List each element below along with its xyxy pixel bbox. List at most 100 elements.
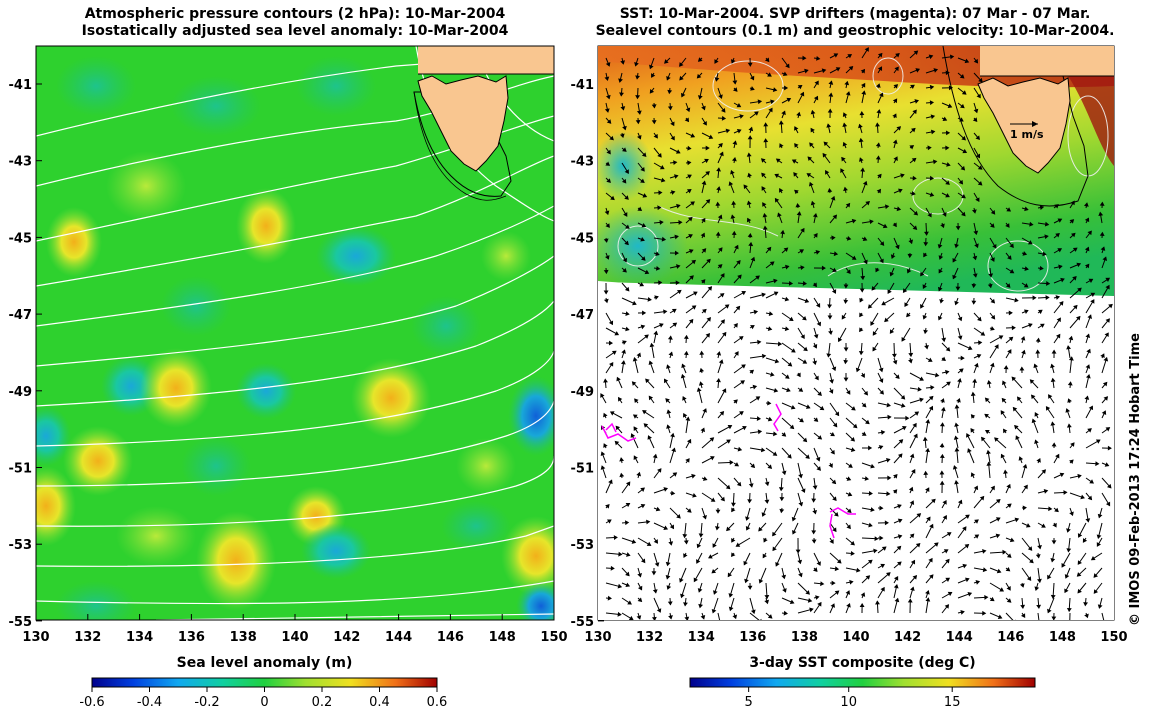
velocity-arrowhead <box>656 608 662 613</box>
velocity-arrowhead <box>892 98 898 104</box>
velocity-arrowhead <box>1075 315 1081 321</box>
velocity-arrowhead <box>616 376 621 382</box>
velocity-arrowhead <box>788 280 794 286</box>
velocity-arrowhead <box>850 550 855 556</box>
velocity-arrowhead <box>876 109 882 114</box>
velocity-arrowhead <box>715 201 721 206</box>
velocity-arrowhead <box>1029 221 1034 227</box>
velocity-arrowhead <box>762 212 768 218</box>
velocity-arrowhead <box>685 107 691 113</box>
velocity-arrowhead <box>698 603 704 609</box>
velocity-arrowhead <box>859 288 865 293</box>
velocity-arrowhead <box>835 67 841 72</box>
velocity-arrowhead <box>683 412 688 418</box>
velocity-arrowhead <box>1102 381 1108 387</box>
velocity-arrowhead <box>716 167 722 172</box>
velocity-arrowhead <box>747 135 753 140</box>
velocity-arrowhead <box>1034 439 1039 445</box>
x-tick-label: 150 <box>1100 630 1127 645</box>
velocity-arrowhead <box>731 538 736 543</box>
velocity-arrowhead <box>945 369 950 375</box>
velocity-arrowhead <box>1022 463 1028 469</box>
velocity-arrowhead <box>892 359 898 365</box>
velocity-arrowhead <box>1107 445 1112 451</box>
velocity-arrowhead <box>710 456 715 461</box>
velocity-arrowhead <box>700 279 706 284</box>
velocity-arrowhead <box>680 92 686 98</box>
colorbar-tick-label: 15 <box>944 695 961 710</box>
velocity-arrowhead <box>908 486 914 492</box>
velocity-arrowhead <box>655 506 661 512</box>
velocity-arrowhead <box>892 489 898 494</box>
right-title-line1: SST: 10-Mar-2004. SVP drifters (magenta)… <box>619 6 1091 22</box>
velocity-arrowhead <box>896 126 902 131</box>
velocity-arrowhead <box>1070 442 1075 447</box>
velocity-arrowhead <box>617 583 623 589</box>
velocity-arrowhead <box>984 397 990 403</box>
velocity-arrowhead <box>861 431 867 436</box>
velocity-arrowhead <box>1073 304 1078 310</box>
velocity-arrowhead <box>826 353 832 358</box>
velocity-arrowhead <box>810 200 816 206</box>
velocity-arrowhead <box>928 405 934 411</box>
velocity-arrowhead <box>670 190 676 195</box>
velocity-arrowhead <box>942 212 947 217</box>
velocity-arrowhead <box>731 230 737 236</box>
velocity-arrowhead <box>830 431 835 437</box>
velocity-arrowhead <box>863 259 868 265</box>
velocity-arrowhead <box>1007 349 1012 354</box>
velocity-arrowhead <box>989 362 995 368</box>
velocity-arrowhead <box>787 362 793 367</box>
velocity-arrowhead <box>624 195 629 200</box>
velocity-arrowhead <box>867 559 873 565</box>
velocity-arrowhead <box>788 316 794 322</box>
x-tick-label: 132 <box>74 630 101 645</box>
velocity-arrowhead <box>813 95 819 101</box>
velocity-arrowhead <box>860 275 866 281</box>
velocity-arrowhead <box>862 180 868 186</box>
y-tick-label: -45 <box>571 231 595 246</box>
velocity-arrowhead <box>1009 269 1015 274</box>
velocity-arrowhead <box>848 66 854 71</box>
velocity-arrowhead <box>649 342 655 348</box>
velocity-arrowhead <box>893 156 898 161</box>
velocity-arrowhead <box>931 498 936 504</box>
velocity-arrowhead <box>654 295 659 300</box>
velocity-arrowhead <box>696 559 701 564</box>
velocity-arrowhead <box>1077 533 1083 538</box>
velocity-arrowhead <box>706 317 711 322</box>
colorbar-tick-label: -0.2 <box>194 695 219 710</box>
velocity-arrowhead <box>860 592 866 597</box>
velocity-arrowhead <box>878 367 884 373</box>
velocity-arrowhead <box>957 316 963 322</box>
colorbar-tick-label: -0.6 <box>79 695 104 710</box>
velocity-arrowhead <box>637 597 643 603</box>
velocity-arrowhead <box>736 103 742 108</box>
velocity-arrowhead <box>633 455 638 461</box>
velocity-arrowhead <box>624 240 629 246</box>
x-tick-label: 146 <box>997 630 1024 645</box>
velocity-arrowhead <box>987 283 993 289</box>
velocity-arrowhead <box>631 539 637 544</box>
velocity-arrowhead <box>823 141 829 147</box>
velocity-arrowhead <box>716 378 721 383</box>
velocity-arrowhead <box>725 128 731 134</box>
velocity-arrowhead <box>779 188 784 193</box>
velocity-arrowhead <box>747 233 753 238</box>
velocity-arrowhead <box>962 148 968 154</box>
velocity-arrowhead <box>929 100 935 106</box>
velocity-arrowhead <box>728 606 734 612</box>
velocity-arrowhead <box>761 353 767 359</box>
velocity-arrowhead <box>995 517 1001 522</box>
velocity-arrowhead <box>843 284 849 289</box>
velocity-arrowhead <box>850 540 855 546</box>
velocity-arrowhead <box>622 340 627 345</box>
velocity-arrowhead <box>952 274 957 280</box>
velocity-arrowhead <box>942 499 947 505</box>
velocity-arrowhead <box>676 203 681 209</box>
velocity-arrowhead <box>773 291 779 296</box>
velocity-arrowhead <box>784 374 790 379</box>
velocity-arrowhead <box>705 145 710 151</box>
velocity-arrowhead <box>930 129 936 135</box>
velocity-arrowhead <box>708 554 713 559</box>
